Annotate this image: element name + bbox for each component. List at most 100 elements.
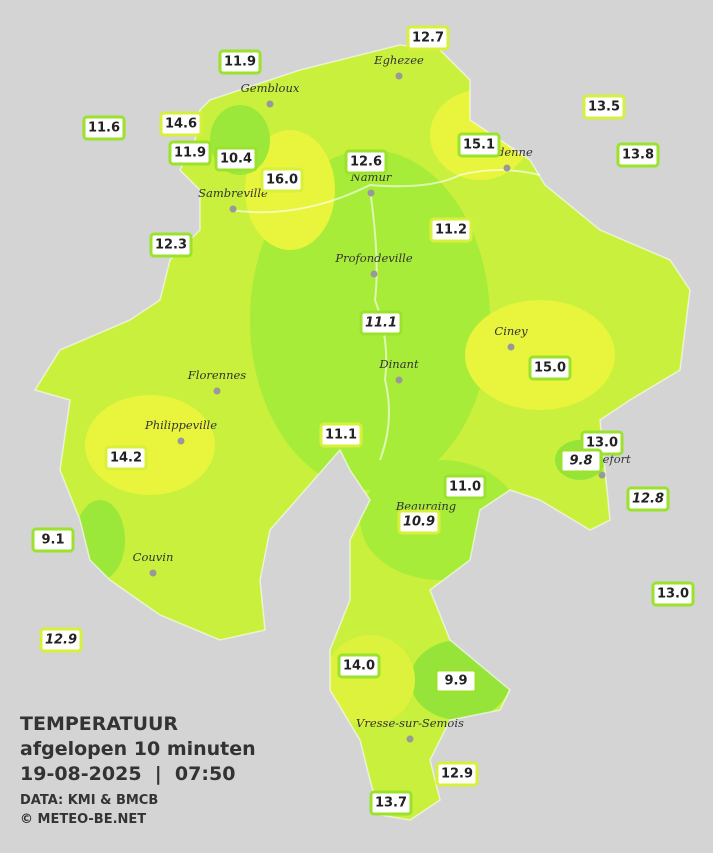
station: 11.0: [443, 474, 487, 500]
station: 10.9: [397, 509, 441, 535]
station: 9.1: [31, 527, 75, 553]
city-dot: [367, 189, 375, 197]
station-value: 12.7: [412, 31, 444, 46]
station-box: [582, 94, 626, 120]
station: 13.8: [616, 142, 660, 168]
timestamp: 19-08-2025 | 07:50: [20, 763, 235, 785]
station-box: [443, 474, 487, 500]
station-value: 10.9: [403, 515, 435, 530]
station-value: 15.0: [534, 361, 566, 376]
city-label: Philippeville: [144, 418, 217, 432]
station: 15.0: [528, 355, 572, 381]
city-label: Eghezee: [373, 53, 424, 67]
station: 14.0: [337, 653, 381, 679]
station-value: 14.6: [165, 117, 197, 132]
station-value: 14.0: [343, 659, 375, 674]
city-label: Florennes: [187, 368, 247, 382]
station-value: 10.4: [220, 152, 252, 167]
station-box: [159, 111, 203, 137]
subtitle: afgelopen 10 minuten: [20, 738, 256, 760]
station-box: [104, 445, 148, 471]
station-value: 13.7: [375, 796, 407, 811]
station: 15.1: [457, 132, 501, 158]
city-dot: [395, 376, 403, 384]
station-box: [359, 310, 403, 336]
city-label: Profondeville: [334, 251, 412, 265]
station: 12.8: [626, 486, 670, 512]
station: 12.7: [406, 25, 450, 51]
station-value: 11.2: [435, 223, 467, 238]
station-box: [214, 146, 258, 172]
city-dot: [395, 72, 403, 80]
station-box: [337, 653, 381, 679]
station-value: 13.0: [657, 587, 689, 602]
city-label: Dinant: [378, 357, 419, 371]
station: 11.9: [218, 49, 262, 75]
station-box: [429, 217, 473, 243]
station-value: 11.1: [325, 428, 357, 443]
station-value: 12.3: [155, 238, 187, 253]
station-box: [406, 25, 450, 51]
city-label: Gembloux: [241, 81, 300, 95]
station-box: [457, 132, 501, 158]
city-dot: [503, 164, 511, 172]
river-meuse-south: [369, 189, 390, 461]
station: 13.7: [369, 790, 413, 816]
station-value: 9.8: [569, 454, 592, 469]
station: 12.9: [435, 761, 479, 787]
station: 11.6: [82, 115, 126, 141]
station-box: [82, 115, 126, 141]
city-dot: [598, 471, 606, 479]
city-dot: [177, 437, 185, 445]
station-box: [260, 167, 304, 193]
city-label: Sambreville: [198, 186, 268, 200]
station-value: 13.5: [588, 100, 620, 115]
station-box: [31, 527, 75, 553]
station-value: 12.6: [350, 155, 382, 170]
city-dot: [266, 100, 274, 108]
station-box: [616, 142, 660, 168]
station-value: 11.0: [449, 480, 481, 495]
station: 13.0: [651, 581, 695, 607]
station-value: 11.9: [174, 146, 206, 161]
station-box: [397, 509, 441, 535]
station-value: 13.8: [622, 148, 654, 163]
station: 14.6: [159, 111, 203, 137]
station: 12.3: [149, 232, 193, 258]
city-dot: [370, 270, 378, 278]
station-box: [319, 422, 363, 448]
station-box: [149, 232, 193, 258]
station-value: 16.0: [266, 173, 298, 188]
city-dot: [229, 205, 237, 213]
station-value: 13.0: [586, 436, 618, 451]
station-box: [168, 140, 212, 166]
station-value: 9.1: [41, 533, 64, 548]
city-dot: [213, 387, 221, 395]
station: 12.9: [39, 627, 83, 653]
station-value: 14.2: [110, 451, 142, 466]
station: 14.2: [104, 445, 148, 471]
station-value: 9.9: [444, 674, 467, 689]
station-box: [651, 581, 695, 607]
station: 10.4: [214, 146, 258, 172]
city-label: Ciney: [494, 324, 528, 338]
city-dot: [149, 569, 157, 577]
station: 11.1: [359, 310, 403, 336]
city-dot: [406, 735, 414, 743]
station-value: 15.1: [463, 138, 495, 153]
station-box: [218, 49, 262, 75]
city-label: Vresse-sur-Semois: [356, 716, 464, 730]
station-box: [626, 486, 670, 512]
title: TEMPERATUUR: [20, 713, 178, 735]
credit: © METEO-BE.NET: [20, 812, 146, 827]
station: 11.2: [429, 217, 473, 243]
station: 13.5: [582, 94, 626, 120]
station: 16.0: [260, 167, 304, 193]
station-box: [559, 448, 603, 474]
station-value: 11.9: [224, 55, 256, 70]
station-value: 11.1: [365, 316, 397, 331]
station: 9.8: [559, 448, 603, 474]
info-block: TEMPERATUUR afgelopen 10 minuten 19-08-2…: [20, 713, 256, 827]
station-value: 12.9: [441, 767, 473, 782]
